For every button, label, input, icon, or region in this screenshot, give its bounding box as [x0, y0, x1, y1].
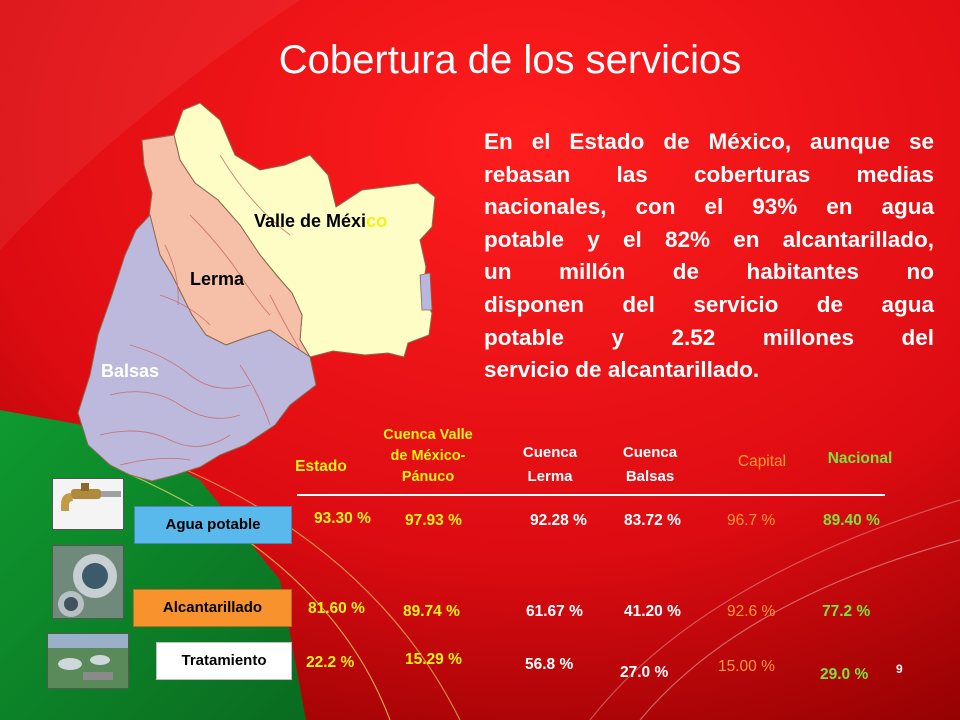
cell-tratamiento-nacional: 29.0 %	[820, 666, 869, 683]
cell-tratamiento-lerma: 56.8 %	[525, 656, 574, 673]
summary-paragraph: En el Estado de México, aunque se rebasa…	[484, 126, 934, 387]
pipe-icon	[52, 545, 124, 619]
paragraph-line: rebasan las coberturas medias	[484, 161, 934, 187]
header-cuenca-valle: Cuenca Valle de México- Pánuco	[358, 425, 498, 488]
cell-tratamiento-capital: 15.00 %	[718, 658, 775, 675]
cell-tratamiento-estado: 22.2 %	[306, 654, 355, 671]
cell-agua-lerma: 92.28 %	[530, 512, 587, 529]
cell-tratamiento-balsas: 27.0 %	[620, 664, 669, 681]
paragraph-line: En el Estado de México, aunque se	[484, 129, 934, 154]
header-cuenca-balsas-line: Cuenca	[622, 444, 678, 461]
map-label-lerma: Lerma	[190, 269, 245, 289]
cell-alcantarillado-nacional: 77.2 %	[822, 603, 871, 620]
header-capital: Capital	[737, 453, 787, 470]
header-separator	[297, 494, 885, 496]
cell-alcantarillado-capital: 92.6 %	[727, 603, 776, 620]
row-label-alcantarillado: Alcantarillado	[133, 589, 292, 627]
cell-tratamiento-valle: 15.29 %	[405, 651, 462, 668]
paragraph-line: potable y el 82% en alcantarillado,	[484, 226, 934, 252]
header-cuenca-lerma-line: Cuenca	[522, 444, 578, 461]
row-label-tratamiento: Tratamiento	[156, 642, 292, 680]
cell-agua-estado: 93.30 %	[314, 510, 371, 527]
cell-agua-capital: 96.7 %	[727, 512, 776, 529]
header-estado: Estado	[295, 458, 347, 475]
header-nacional: Nacional	[827, 450, 893, 467]
watershed-map: Valle de México Lerma Balsas	[77, 102, 436, 482]
cell-alcantarillado-lerma: 61.67 %	[526, 603, 583, 620]
cell-alcantarillado-estado: 81.60 %	[308, 600, 365, 617]
paragraph-line: nacionales, con el 93% en agua	[484, 194, 934, 220]
cell-alcantarillado-balsas: 41.20 %	[624, 603, 681, 620]
paragraph-line: disponen del servicio de agua	[484, 291, 934, 317]
cell-agua-valle: 97.93 %	[405, 512, 462, 529]
header-cuenca-valle-line: Pánuco	[401, 469, 455, 485]
header-cuenca-lerma: Cuenca Lerma	[500, 441, 600, 489]
header-cuenca-valle-line: de México-	[390, 448, 466, 464]
header-cuenca-balsas: Cuenca Balsas	[600, 441, 700, 489]
map-label-valle: Valle de México	[254, 211, 387, 231]
map-region-balsas	[77, 213, 317, 482]
paragraph-line: servicio de alcantarillado.	[484, 357, 760, 383]
paragraph-line: potable y 2.52 millones del	[484, 324, 934, 350]
cell-agua-nacional: 89.40 %	[823, 512, 880, 529]
paragraph-line: un millón de habitantes no	[484, 259, 934, 285]
header-cuenca-balsas-line: Balsas	[625, 468, 675, 485]
header-cuenca-valle-line: Cuenca Valle	[383, 427, 473, 443]
cell-agua-balsas: 83.72 %	[624, 512, 681, 529]
faucet-icon	[52, 478, 124, 530]
cell-alcantarillado-valle: 89.74 %	[403, 603, 460, 620]
map-label-balsas: Balsas	[101, 361, 159, 381]
row-label-agua-potable: Agua potable	[134, 506, 292, 544]
page-title: Cobertura de los servicios	[278, 38, 742, 82]
page-number: 9	[896, 662, 903, 676]
treatment-plant-icon	[47, 633, 129, 689]
header-cuenca-lerma-line: Lerma	[527, 468, 573, 485]
